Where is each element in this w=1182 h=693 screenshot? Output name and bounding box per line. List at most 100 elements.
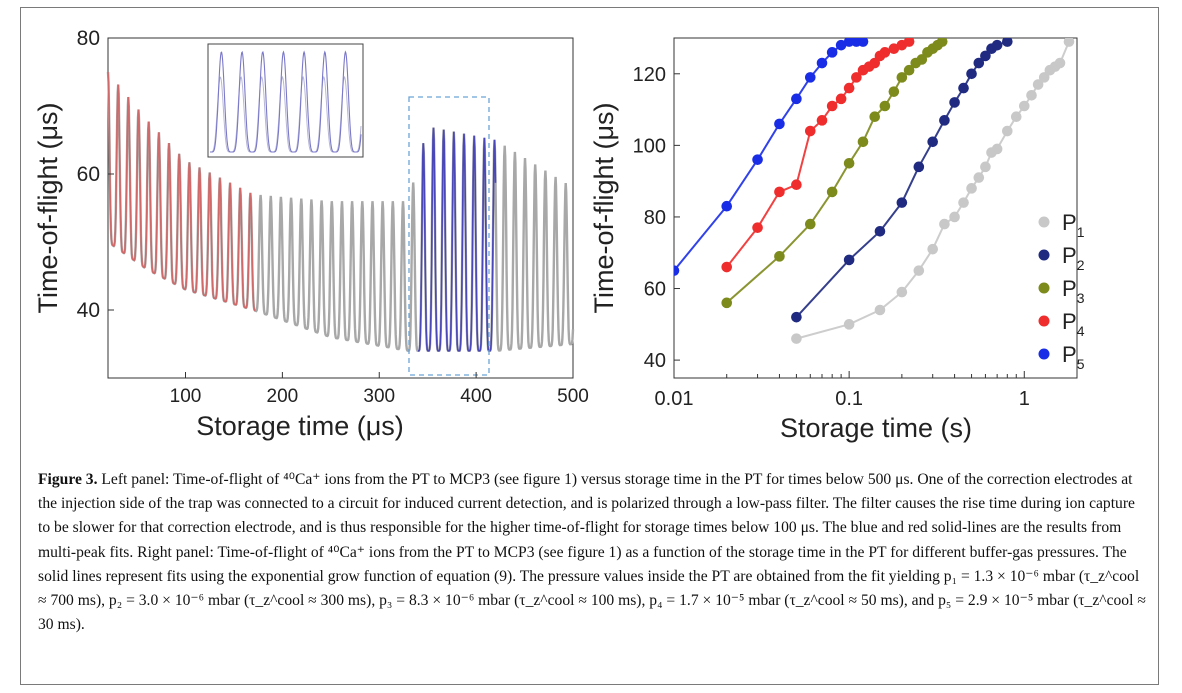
point-p1	[1063, 38, 1075, 47]
left-highlight-box	[408, 96, 490, 376]
point-p2	[958, 82, 969, 94]
caption-text: Left panel: Time-of-flight of ⁴⁰Ca⁺ ions…	[38, 471, 1146, 634]
point-p3	[774, 251, 785, 262]
right-xtick-label: 0.1	[835, 388, 863, 410]
series-p3	[721, 38, 948, 309]
point-p1	[1026, 89, 1037, 101]
inset-line-main	[210, 50, 362, 153]
right-axis-ticks: 0.01 0.1 1 40 60 80 100 120	[633, 64, 1078, 410]
right-plot-area	[673, 37, 1078, 379]
point-p1	[973, 172, 985, 183]
left-xtick-label: 400	[460, 386, 492, 407]
point-p4	[816, 115, 828, 126]
point-p3	[826, 186, 838, 198]
point-p1	[927, 243, 939, 255]
point-p1	[896, 286, 908, 298]
point-p2	[939, 115, 950, 126]
right-xlabel: Storage time (s)	[780, 413, 972, 443]
point-p2	[966, 68, 977, 80]
left-xtick-label: 200	[267, 386, 299, 407]
right-xtick-label: 1	[1019, 388, 1030, 410]
left-axis-ticks: 100 200 300 400 500 40 60 80	[77, 27, 589, 407]
legend-marker	[1038, 249, 1050, 261]
point-p1	[843, 319, 855, 330]
left-ytick-label: 40	[77, 299, 100, 322]
point-p4	[774, 186, 785, 198]
series-p1	[791, 38, 1075, 344]
series-p4	[721, 38, 915, 273]
point-p1	[1054, 57, 1066, 69]
point-p1	[949, 211, 960, 223]
left-ytick-label: 80	[77, 27, 100, 50]
point-p2	[973, 57, 985, 69]
left-plot-series	[106, 71, 575, 353]
left-xlabel: Storage time (μs)	[196, 411, 404, 441]
left-inset	[207, 43, 364, 158]
series-p5	[674, 38, 869, 276]
legend-marker	[1038, 348, 1050, 360]
right-ytick-label: 120	[633, 64, 666, 86]
right-ytick-label: 80	[644, 207, 666, 229]
point-p1	[1038, 72, 1050, 83]
point-p4	[826, 100, 838, 112]
point-p5	[721, 200, 733, 212]
point-p3	[916, 54, 928, 65]
legend-subscript: 2	[1077, 257, 1085, 273]
point-p1	[1002, 125, 1013, 137]
right-ytick-label: 100	[633, 135, 666, 157]
point-p1	[980, 161, 991, 173]
point-p1	[1018, 100, 1030, 112]
point-p1	[966, 183, 977, 194]
left-xtick-label: 300	[363, 386, 395, 407]
right-plot-series	[674, 38, 1075, 344]
point-p4	[804, 125, 816, 137]
point-p2	[927, 136, 939, 148]
point-p5	[816, 57, 828, 69]
left-xtick-label: 100	[170, 386, 202, 407]
point-p2	[843, 254, 855, 266]
point-p2	[874, 225, 886, 237]
point-p4	[721, 261, 733, 273]
point-p1	[791, 333, 802, 344]
point-p4	[835, 93, 847, 105]
left-inset-series	[210, 50, 362, 153]
point-p2	[896, 197, 908, 208]
point-p1	[991, 143, 1003, 155]
point-p3	[879, 100, 891, 112]
legend-marker	[1038, 282, 1050, 294]
point-p5	[791, 93, 802, 105]
point-p3	[804, 218, 816, 230]
left-ylabel: Time-of-flight (μs)	[33, 102, 63, 313]
point-p3	[869, 111, 881, 123]
point-p1	[1010, 111, 1022, 123]
point-p2	[980, 50, 991, 62]
point-p2	[949, 97, 960, 108]
point-p3	[721, 297, 733, 309]
legend-marker	[1038, 315, 1050, 327]
point-p5	[752, 154, 763, 165]
point-p3	[936, 38, 948, 47]
point-p3	[903, 64, 915, 76]
left-fit-red	[107, 71, 256, 312]
left-fit-blue	[418, 127, 497, 352]
left-ytick-label: 60	[77, 163, 100, 186]
point-p4	[888, 43, 900, 55]
point-p1	[1032, 79, 1044, 90]
caption-figure-label: Figure 3.	[38, 471, 98, 488]
point-p1	[874, 304, 886, 316]
legend-marker	[1038, 216, 1050, 228]
point-p5	[774, 118, 785, 130]
point-p4	[903, 38, 915, 47]
point-p1	[913, 265, 925, 276]
series-p2	[791, 38, 1013, 323]
point-p1	[958, 197, 969, 208]
point-p4	[843, 82, 855, 94]
point-p5	[674, 265, 680, 276]
point-p5	[804, 72, 816, 83]
point-p2	[791, 311, 802, 323]
point-p4	[879, 47, 891, 58]
